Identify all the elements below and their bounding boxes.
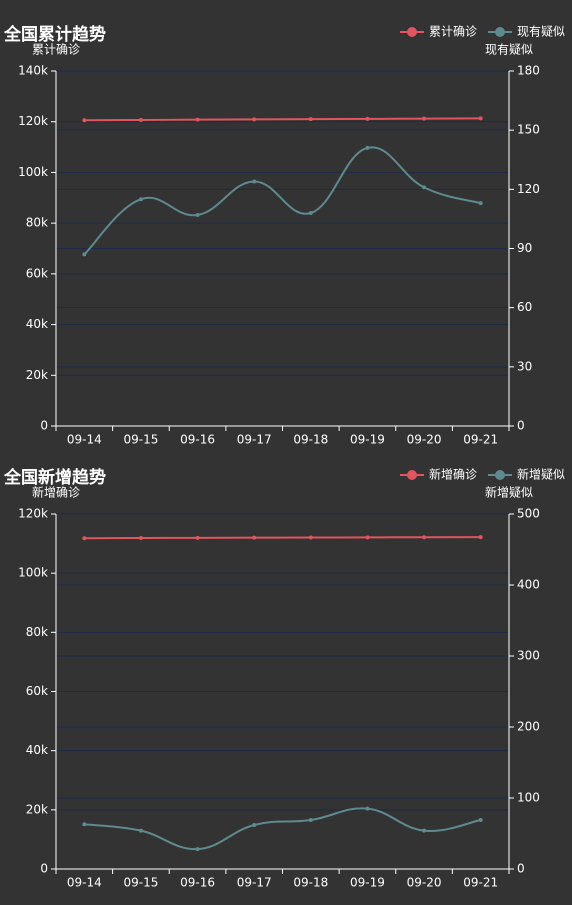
point (252, 535, 257, 540)
point (422, 828, 427, 833)
x-tick-label: 09-16 (180, 433, 215, 447)
y2-tick-label: 90 (517, 241, 532, 255)
y-tick-label: 80k (26, 216, 48, 230)
y-axis-title: 累计确诊 (32, 43, 80, 57)
x-tick-label: 09-19 (350, 433, 385, 447)
point (478, 535, 483, 540)
point (195, 847, 200, 852)
point (82, 252, 87, 257)
y-tick-label: 80k (26, 625, 48, 639)
point (422, 185, 427, 190)
y-tick-label: 0 (40, 862, 48, 876)
y2-tick-label: 60 (517, 300, 532, 314)
y-tick-label: 100k (18, 165, 48, 179)
legend-swatch (495, 470, 505, 480)
point (478, 201, 483, 206)
y2-tick-label: 0 (517, 419, 525, 433)
y2-axis-title: 现有疑似 (485, 42, 533, 57)
y2-tick-label: 200 (517, 720, 540, 734)
point (252, 822, 257, 827)
y-tick-label: 60k (26, 684, 48, 698)
point (82, 118, 87, 123)
point (308, 211, 313, 215)
point (138, 117, 143, 122)
point (308, 535, 313, 540)
series-line (84, 807, 481, 851)
point (195, 212, 200, 217)
y2-tick-label: 500 (517, 507, 540, 521)
series-line (84, 117, 481, 122)
point (308, 117, 313, 122)
point (82, 822, 87, 827)
x-tick-label: 09-21 (463, 876, 498, 890)
point (365, 145, 370, 150)
legend-label: 累计确诊 (429, 25, 477, 39)
legend-swatch (407, 27, 417, 37)
y2-tick-label: 100 (517, 791, 540, 805)
y2-tick-label: 0 (517, 862, 525, 876)
y2-tick-label: 30 (517, 359, 532, 373)
x-tick-label: 09-16 (180, 876, 215, 890)
series-line (83, 146, 481, 256)
point (252, 179, 257, 184)
y-tick-label: 120k (18, 114, 48, 128)
point (195, 535, 200, 540)
legend-swatch (495, 27, 505, 37)
legend-label: 现有疑似 (517, 24, 565, 39)
y2-tick-label: 300 (517, 649, 540, 663)
x-tick-label: 09-21 (463, 433, 498, 447)
x-tick-label: 09-18 (293, 433, 328, 447)
y-tick-label: 120k (18, 507, 48, 521)
y-tick-label: 20k (26, 802, 48, 816)
y-tick-label: 40k (26, 743, 48, 757)
x-tick-label: 09-19 (350, 876, 385, 890)
x-tick-label: 09-15 (124, 433, 159, 447)
x-tick-label: 09-20 (407, 876, 442, 890)
point (138, 828, 143, 833)
y-axis-title: 新增确诊 (32, 485, 80, 500)
y-tick-label: 140k (18, 64, 48, 78)
point (365, 116, 370, 121)
y-tick-label: 0 (40, 419, 48, 433)
y2-axis-title: 新增疑似 (485, 485, 533, 500)
chart-title: 全国新增趋势 (3, 467, 106, 488)
point (138, 535, 143, 540)
y2-tick-label: 150 (517, 123, 540, 137)
x-tick-label: 09-15 (124, 876, 159, 890)
x-tick-label: 09-17 (237, 433, 272, 447)
x-tick-label: 09-14 (67, 876, 102, 890)
y2-tick-label: 400 (517, 578, 540, 592)
legend-label: 新增确诊 (429, 467, 477, 482)
point (195, 117, 200, 122)
series-line (84, 536, 481, 540)
legend-swatch (407, 470, 417, 480)
x-tick-label: 09-20 (407, 433, 442, 447)
point (252, 117, 257, 122)
point (478, 818, 483, 823)
point (138, 197, 143, 202)
chart-title: 全国累计趋势 (3, 24, 106, 45)
legend-label: 新增疑似 (517, 467, 565, 482)
x-tick-label: 09-18 (293, 876, 328, 890)
y-tick-label: 40k (26, 317, 48, 331)
point (365, 535, 370, 540)
y-tick-label: 100k (18, 566, 48, 580)
point (478, 116, 483, 121)
point (422, 116, 427, 121)
y2-tick-label: 180 (517, 64, 540, 78)
x-tick-label: 09-14 (67, 433, 102, 447)
x-tick-label: 09-17 (237, 876, 272, 890)
y-tick-label: 60k (26, 266, 48, 280)
point (82, 536, 87, 541)
y2-tick-label: 120 (517, 182, 540, 196)
y-tick-label: 20k (26, 368, 48, 382)
point (365, 806, 370, 811)
point (308, 818, 313, 823)
point (422, 535, 427, 540)
